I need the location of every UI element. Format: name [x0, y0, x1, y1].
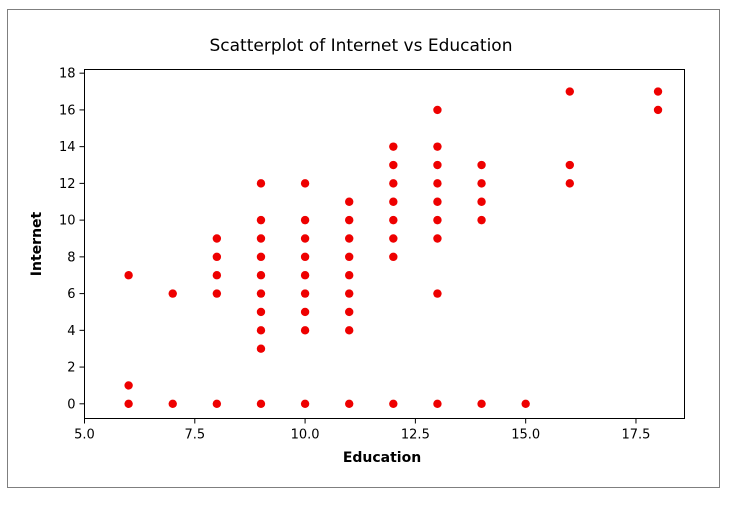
data-point — [168, 289, 177, 298]
data-point — [433, 160, 442, 170]
y-tick-label: 4 — [67, 324, 75, 339]
data-point — [300, 326, 310, 335]
data-point — [389, 197, 398, 206]
data-point — [653, 105, 663, 115]
data-point — [300, 399, 310, 409]
data-point — [345, 234, 354, 243]
y-tick-label: 8 — [67, 250, 75, 265]
y-tick-label: 0 — [67, 397, 75, 412]
data-point — [389, 252, 398, 262]
data-point — [477, 215, 486, 225]
data-point — [300, 307, 310, 317]
y-tick-label: 6 — [67, 287, 75, 302]
data-point — [300, 289, 310, 298]
data-point — [256, 326, 266, 335]
x-tick-label: 12.5 — [401, 428, 430, 443]
data-point — [256, 344, 266, 353]
data-point — [256, 289, 266, 298]
data-point — [521, 399, 530, 409]
x-tick-label: 5.0 — [74, 428, 95, 443]
x-tick-label: 17.5 — [621, 428, 650, 443]
data-point — [653, 87, 663, 96]
data-point — [433, 197, 442, 206]
data-point — [345, 252, 354, 262]
data-point — [565, 160, 574, 170]
data-point — [256, 271, 266, 280]
data-point — [256, 399, 266, 409]
data-point — [345, 326, 354, 335]
data-point — [256, 215, 266, 225]
data-point — [389, 142, 398, 151]
data-point — [300, 252, 310, 262]
data-point — [433, 234, 442, 243]
data-point — [124, 381, 133, 390]
data-point — [433, 399, 442, 409]
data-point — [345, 271, 354, 280]
data-point — [212, 234, 222, 243]
y-axis-label: Internet — [29, 211, 45, 276]
data-point — [300, 215, 310, 225]
data-point — [124, 399, 133, 409]
data-point — [389, 179, 398, 188]
data-point — [345, 215, 354, 225]
data-point — [565, 87, 574, 96]
data-point — [300, 234, 310, 243]
y-tick-label: 16 — [59, 103, 76, 118]
x-axis-label: Education — [343, 450, 421, 466]
data-point — [345, 307, 354, 317]
y-tick-label: 18 — [59, 67, 76, 82]
data-point — [212, 271, 222, 280]
data-point — [477, 197, 486, 206]
data-point — [256, 234, 266, 243]
data-point — [477, 179, 486, 188]
data-point — [124, 271, 133, 280]
data-point — [300, 179, 310, 188]
data-point — [565, 179, 574, 188]
data-point — [477, 399, 486, 409]
chart-title: Scatterplot of Internet vs Education — [210, 36, 513, 56]
plot-area — [84, 69, 685, 419]
data-point — [168, 399, 177, 409]
data-points — [124, 87, 663, 409]
x-tick-label: 15.0 — [511, 428, 540, 443]
data-point — [300, 271, 310, 280]
data-point — [477, 160, 486, 170]
data-point — [389, 234, 398, 243]
data-point — [256, 252, 266, 262]
y-tick-label: 2 — [67, 361, 75, 376]
x-axis: 5.0 7.5 10.0 12.5 15.0 17.5 — [74, 418, 650, 443]
data-point — [256, 179, 266, 188]
data-point — [433, 179, 442, 188]
data-point — [389, 160, 398, 170]
y-tick-label: 10 — [59, 214, 76, 229]
data-point — [345, 289, 354, 298]
data-point — [433, 142, 442, 151]
y-tick-label: 14 — [59, 140, 76, 155]
x-tick-label: 7.5 — [184, 428, 205, 443]
y-tick-label: 12 — [59, 177, 76, 192]
data-point — [212, 289, 222, 298]
data-point — [389, 399, 398, 409]
data-point — [345, 197, 354, 206]
data-point — [212, 399, 222, 409]
data-point — [433, 215, 442, 225]
y-axis: 0 2 4 6 8 10 12 14 16 18 — [59, 67, 85, 412]
data-point — [256, 307, 266, 317]
data-point — [212, 252, 222, 262]
data-point — [345, 399, 354, 409]
data-point — [433, 289, 442, 298]
data-point — [389, 215, 398, 225]
x-tick-label: 10.0 — [291, 428, 320, 443]
data-point — [433, 105, 442, 115]
